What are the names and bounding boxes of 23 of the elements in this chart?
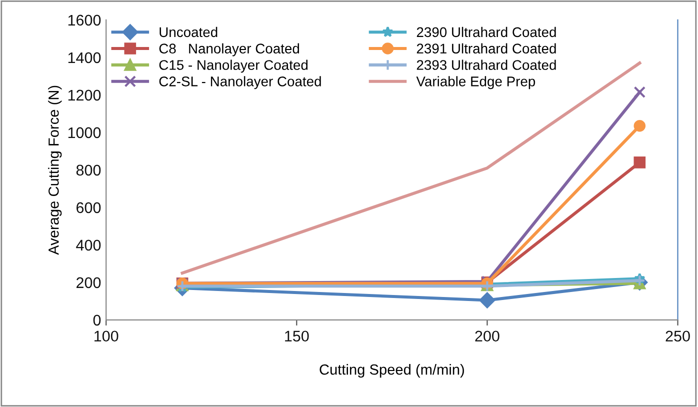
y-tick-label: 200	[76, 277, 101, 288]
x-tick-label: 150	[285, 330, 309, 342]
y-tick-label: 1400	[68, 52, 101, 64]
y-tick-label: 1200	[68, 90, 101, 101]
y-tick-label: 1000	[68, 127, 101, 138]
y-axis-title: Average Cutting Force (N)	[48, 86, 62, 255]
legend-label: C8 Nanolayer Coated	[159, 43, 300, 56]
legend-label: 2393 Ultrahard Coated	[416, 60, 556, 70]
x-tick-label: 100	[94, 330, 118, 342]
x-axis-title: Cutting Speed (m/min)	[320, 364, 464, 378]
y-tick-label: 400	[76, 240, 101, 251]
legend-label: C2-SL - Nanolayer Coated	[159, 76, 321, 90]
legend-label: 2391 Ultrahard Coated	[416, 43, 556, 54]
y-tick-label: 0	[93, 314, 101, 326]
y-tick-label: 600	[76, 202, 101, 214]
y-tick-label: 1600	[68, 14, 101, 26]
legend-label: Variable Edge Prep	[416, 76, 536, 90]
y-tick-label: 800	[76, 164, 101, 176]
legend-label: C15 - Nanolayer Coated	[159, 60, 308, 73]
x-tick-label: 250	[666, 330, 690, 342]
x-tick-label: 200	[475, 330, 500, 342]
legend-label: 2390 Ultrahard Coated	[416, 26, 556, 38]
legend-label: Uncoated	[160, 26, 218, 38]
